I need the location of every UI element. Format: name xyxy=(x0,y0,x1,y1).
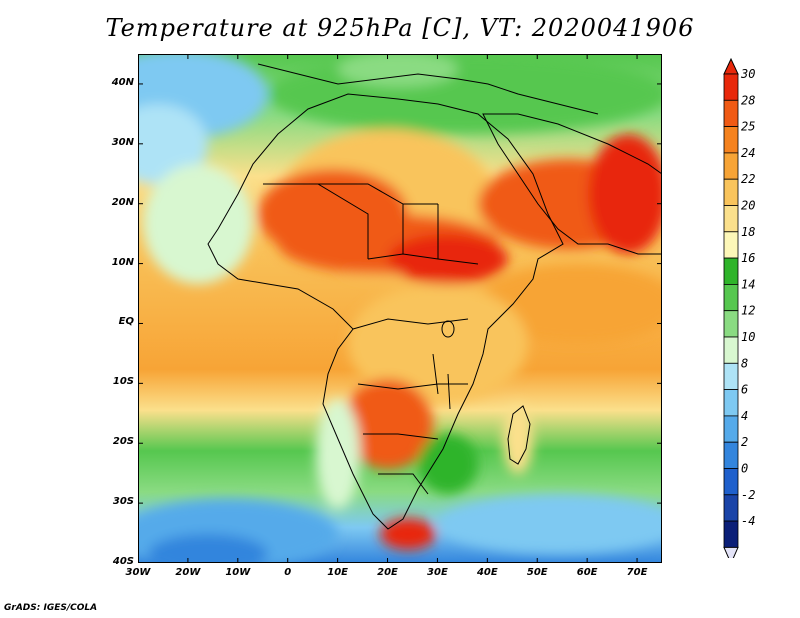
colorbar-swatch xyxy=(723,152,739,180)
colorbar-swatch xyxy=(723,73,739,101)
colorbar-swatch xyxy=(723,520,739,548)
map-canvas xyxy=(138,54,662,563)
temperature-field xyxy=(138,54,662,563)
lon-label: 20E xyxy=(377,567,398,578)
axis-ticks xyxy=(138,54,662,563)
lat-label: 20S xyxy=(112,436,134,448)
lon-label: 10W xyxy=(225,567,251,578)
colorbar-min-arrow xyxy=(723,546,739,558)
lon-label: 30E xyxy=(427,567,448,578)
colorbar-label: 14 xyxy=(741,277,755,291)
colorbar-swatch xyxy=(723,283,739,312)
colorbar-swatch xyxy=(723,99,739,127)
lat-label: 10S xyxy=(112,376,134,388)
colorbar-label: 12 xyxy=(741,304,755,318)
colorbar-max-arrow xyxy=(723,58,739,75)
lat-label: 30S xyxy=(112,496,134,508)
lat-label: 40S xyxy=(112,556,134,567)
colorbar-label: 8 xyxy=(741,356,748,370)
colorbar-swatch xyxy=(723,310,739,338)
chart-title: Temperature at 925hPa [C], VT: 202004190… xyxy=(105,14,695,42)
colorbar-swatch xyxy=(723,178,739,206)
colorbar-swatch xyxy=(723,257,739,285)
colorbar-label: 2 xyxy=(741,435,748,449)
colorbar-label: 0 xyxy=(741,462,748,476)
lon-label: 10E xyxy=(327,567,348,578)
lat-label: 40N xyxy=(111,76,134,88)
lat-label: 20N xyxy=(111,196,134,208)
country-borders xyxy=(207,63,662,530)
colorbar-swatch xyxy=(723,415,739,443)
colorbar-label: 25 xyxy=(741,120,755,134)
lat-label: EQ xyxy=(118,316,134,328)
colorbar-label: 24 xyxy=(741,146,755,160)
lon-label: 40E xyxy=(476,567,498,578)
colorbar-swatch xyxy=(723,126,739,154)
colorbar-label: -4 xyxy=(741,514,755,528)
lon-label: 50E xyxy=(526,567,548,578)
colorbar-label: 16 xyxy=(741,251,755,265)
colorbar-swatch xyxy=(723,389,739,417)
colorbar-swatch xyxy=(723,231,739,259)
colorbar-label: 6 xyxy=(741,383,748,397)
lat-label: 30N xyxy=(111,136,134,148)
lon-label: 0 xyxy=(284,567,292,578)
colorbar-label: 20 xyxy=(741,199,755,213)
map-border xyxy=(138,54,662,563)
colorbar-label: 22 xyxy=(741,172,755,186)
lon-label: 70E xyxy=(626,567,648,578)
lon-label: 30W xyxy=(125,567,151,578)
lon-label: 60E xyxy=(576,567,598,578)
lon-label: 20W xyxy=(175,567,201,578)
colorbar-label: 28 xyxy=(741,93,755,107)
footer-credit: GrADS: IGES/COLA xyxy=(4,603,98,613)
colorbar-label: -2 xyxy=(741,488,755,502)
lat-label: 10N xyxy=(111,256,134,268)
colorbar-label: 30 xyxy=(740,67,755,81)
colorbar-label: 4 xyxy=(741,409,748,423)
colorbar-swatch xyxy=(723,336,739,364)
colorbar-label: 10 xyxy=(741,330,755,344)
colorbar-swatch xyxy=(723,494,739,522)
colorbar-label: 18 xyxy=(741,225,755,239)
colorbar-swatch xyxy=(723,205,739,233)
colorbar-swatch xyxy=(723,441,739,469)
colorbar-swatch xyxy=(723,468,739,496)
colorbar-swatch xyxy=(723,362,739,390)
temperature-map xyxy=(138,54,662,563)
